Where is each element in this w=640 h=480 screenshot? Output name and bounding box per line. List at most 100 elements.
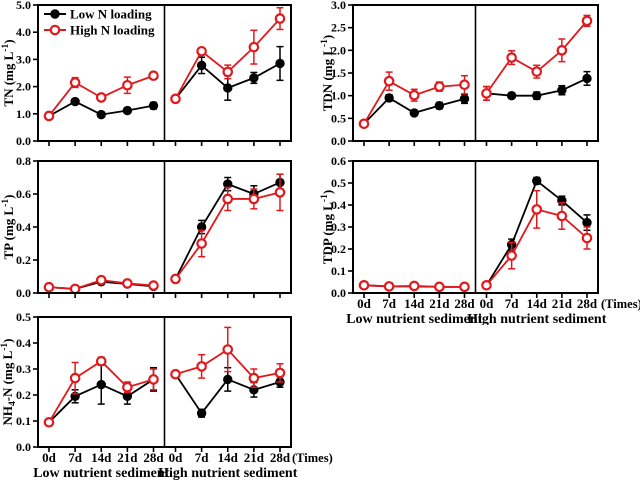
x-tick-label: 14d [527, 296, 548, 311]
series-high-n-loading [358, 71, 470, 130]
plot-frame [37, 4, 292, 142]
x-tick-label: 7d [505, 296, 520, 311]
filled-circle-marker [532, 176, 542, 186]
y-tick-label: 0.0 [16, 440, 31, 454]
open-circle-marker [556, 45, 568, 56]
y-tick-label: 0.8 [16, 155, 31, 168]
series-high-n-loading [170, 173, 286, 285]
open-circle-marker [43, 281, 55, 293]
y-tick-label: 0.6 [331, 155, 346, 168]
y-tick-label: 0.5 [16, 310, 31, 324]
open-circle-marker [531, 66, 543, 77]
open-circle-marker [383, 281, 395, 292]
x-tick-label: 21d [117, 450, 138, 465]
filled-circle-marker [122, 391, 133, 402]
chart-tp: 0.0 0.2 0.4 0.6 0.8 TP (mg L-1) [0, 155, 320, 310]
chart-tdp: 0.0 0.1 0.2 0.3 0.4 0.5 0.6 0d 7d 14d 21d 28d Low nu… [320, 155, 640, 325]
y-tick-label: 0.2 [331, 242, 346, 256]
open-circle-marker [581, 15, 593, 27]
series-line [485, 20, 588, 94]
open-circle-marker [69, 372, 81, 384]
series-high-n-loading [170, 326, 286, 388]
filled-circle-marker [196, 408, 207, 418]
open-circle-marker [434, 281, 445, 293]
filled-circle-marker [532, 90, 542, 101]
x-tick-label: 21d [429, 296, 450, 311]
x-tick-label: 0d [357, 296, 372, 311]
open-circle-marker [170, 93, 181, 105]
filled-circle-marker [275, 58, 285, 69]
x-tick-label: 21d [244, 450, 265, 465]
filled-circle-marker [223, 374, 233, 385]
y-axis-label: TP (mg L-1) [1, 195, 16, 260]
y-axis-label: TDN (mg L-1) [320, 35, 335, 112]
filled-circle-marker [384, 93, 394, 103]
open-circle-marker [434, 81, 445, 92]
y-tick-label: 5.0 [16, 0, 31, 12]
y-tick-label: 2.5 [331, 21, 346, 35]
filled-circle-marker [196, 60, 207, 71]
x-tick-label: 7d [382, 296, 397, 311]
filled-circle-marker [557, 85, 567, 95]
y-axis-label: TN (mg L-1) [1, 39, 16, 106]
filled-circle-marker [409, 108, 419, 118]
y-tick-label: 0.1 [16, 414, 31, 428]
y-tick-label: 0.0 [331, 134, 346, 148]
legend-label: Low N loading [70, 7, 152, 22]
y-tick-label: 0.5 [331, 176, 346, 190]
filled-circle-marker [223, 83, 233, 93]
x-tick-label: 0d [480, 296, 495, 311]
open-circle-marker [383, 75, 395, 87]
open-circle-marker [506, 250, 517, 261]
y-tick-label: 3.0 [16, 52, 31, 66]
y-tick-label: 0.6 [16, 187, 31, 201]
open-circle-marker [95, 92, 107, 103]
x-tick-label: 14d [404, 296, 425, 311]
open-circle-marker [95, 274, 107, 286]
x-tick-label: 28d [454, 296, 475, 311]
open-circle-marker [43, 417, 55, 428]
sediment-group-label: High nutrient sediment [467, 312, 607, 325]
x-tick-label: 21d [552, 296, 573, 311]
filled-circle-marker [582, 217, 592, 228]
filled-circle-marker [70, 96, 80, 107]
open-circle-marker [408, 89, 420, 101]
times-axis-caption: (Times) [601, 297, 640, 311]
y-tick-label: 0.4 [16, 336, 31, 350]
open-circle-marker [506, 52, 517, 63]
x-tick-label: 28d [577, 296, 598, 311]
x-tick-label: 14d [218, 450, 239, 465]
open-circle-marker [196, 238, 207, 249]
open-circle-marker [248, 41, 260, 53]
y-tick-label: 0.1 [331, 264, 346, 278]
y-tick-label: 4.0 [16, 25, 31, 39]
x-tick-label: 7d [195, 450, 210, 465]
open-circle-marker [408, 280, 420, 292]
tp-plot-svg: 0.0 0.2 0.4 0.6 0.8 TP (mg L-1) [1, 155, 292, 300]
open-circle-marker [358, 118, 370, 130]
x-tick-label: 0d [169, 450, 184, 465]
y-tick-label: 0.2 [16, 388, 31, 402]
times-axis-caption: (Times) [292, 451, 333, 465]
y-tick-label: 0.5 [331, 111, 346, 125]
open-circle-marker [95, 355, 107, 367]
sediment-group-label: Low nutrient sediment [33, 466, 169, 480]
open-circle-marker [196, 361, 207, 372]
filled-circle-marker [434, 100, 445, 111]
series-high-n-loading [358, 280, 470, 293]
open-circle-marker [248, 372, 260, 384]
series-high-n-loading [481, 189, 593, 291]
tdn-plot-svg: 0.0 0.5 1.0 1.5 2.0 2.5 3.0 TDN (mg L-1) [320, 0, 599, 148]
series-high-n-loading [481, 14, 593, 101]
y-tick-label: 0.4 [16, 220, 31, 234]
open-circle-marker [459, 79, 470, 91]
open-circle-marker [556, 210, 568, 222]
open-circle-marker [148, 374, 159, 385]
y-tick-label: 0.3 [331, 220, 346, 234]
plot-frame [352, 4, 599, 142]
filled-circle-marker [96, 379, 106, 390]
sediment-group-label: Low nutrient sediment [346, 312, 482, 325]
